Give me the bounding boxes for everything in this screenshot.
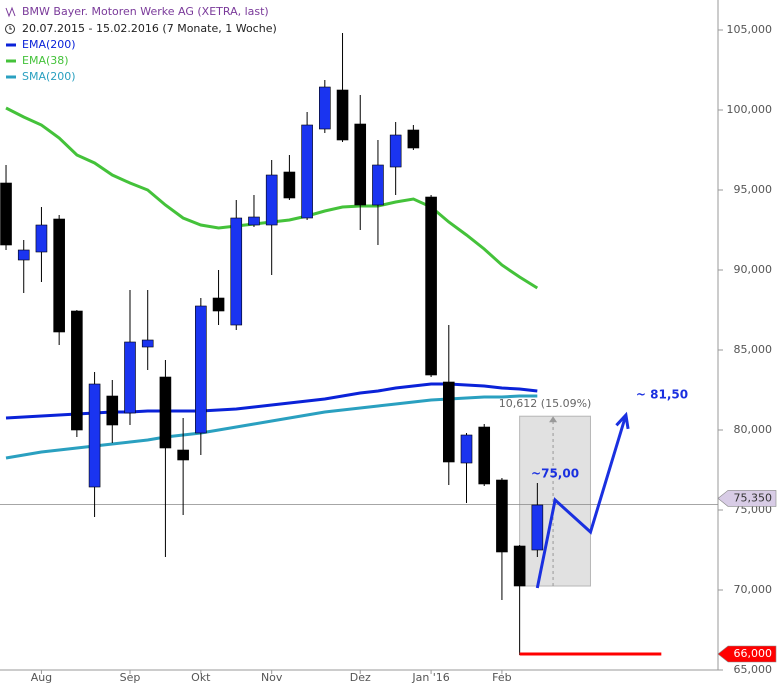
candle-body [496, 479, 508, 553]
clock-hands [9, 26, 12, 30]
candle-body [336, 89, 349, 141]
candle-body [283, 171, 296, 199]
candle-body [389, 134, 402, 168]
clock-icon [5, 24, 15, 34]
candle-body [425, 196, 437, 376]
range-arrow-head [549, 416, 558, 423]
candle-body [141, 339, 154, 348]
last-price-tag-bg [717, 490, 777, 507]
candle-body [177, 449, 189, 461]
legend-label: EMA(200) [22, 38, 76, 51]
candle-body [478, 426, 491, 485]
stop-tag-bg [717, 645, 777, 663]
y-tick-label: 70,000 [734, 583, 773, 596]
candle-body [35, 224, 48, 253]
range-label: 10,612 (15.09%) [499, 397, 592, 410]
candle-body [460, 434, 473, 464]
chart-subtitle: 20.07.2015 - 15.02.2016 (7 Monate, 1 Woc… [22, 22, 277, 35]
x-tick-label: Okt [191, 671, 211, 684]
projection-line [535, 414, 628, 589]
candle-body [407, 129, 420, 149]
projection-arrow [615, 411, 630, 430]
candle-body [319, 86, 331, 130]
projection-label: ~75,00 [531, 467, 579, 481]
candle-body [265, 174, 278, 226]
projection-label: ~ 81,50 [636, 388, 688, 402]
legend-label: EMA(38) [22, 54, 69, 67]
stop-tag: 66,000 [734, 647, 773, 660]
y-tick-label: 100,000 [727, 103, 773, 116]
candle-body [301, 124, 313, 219]
candle-body [513, 545, 526, 587]
y-tick-label: 95,000 [734, 183, 773, 196]
legend-label: SMA(200) [22, 70, 76, 83]
x-tick-label: Nov [261, 671, 283, 684]
candle-body [71, 310, 83, 431]
chart-title: BMW Bayer. Motoren Werke AG (XETRA, last… [22, 5, 269, 18]
legend: BMW Bayer. Motoren Werke AG (XETRA, last… [5, 5, 277, 35]
ma-line [5, 382, 538, 420]
y-tick-label: 85,000 [734, 343, 773, 356]
candle-body [531, 504, 544, 551]
y-tick-label: 90,000 [734, 263, 773, 276]
y-tick-label: 65,000 [734, 663, 773, 676]
candle-body [230, 217, 243, 326]
candle-body [53, 218, 65, 333]
title-icon [5, 6, 16, 18]
x-tick-label: Sep [120, 671, 141, 684]
candle-body [195, 305, 207, 434]
candle-body [0, 182, 12, 246]
x-tick-label: Aug [31, 671, 52, 684]
candle-body [124, 341, 136, 414]
y-tick-label: 80,000 [734, 423, 773, 436]
y-tick-label: 105,000 [727, 23, 773, 36]
candle-body [354, 123, 367, 206]
candle-body [159, 376, 172, 449]
candle-body [248, 216, 260, 226]
x-tick-label: Feb [492, 671, 511, 684]
x-tick-label: Jan '16 [411, 671, 449, 684]
candle-body [372, 164, 384, 206]
candle-body [442, 381, 455, 463]
x-tick-label: Dez [350, 671, 371, 684]
candle-body [88, 383, 101, 488]
candle-body [17, 249, 30, 261]
last-price-tag: 75,350 [734, 491, 773, 504]
candle-body [212, 297, 225, 312]
candle-body [106, 395, 119, 426]
